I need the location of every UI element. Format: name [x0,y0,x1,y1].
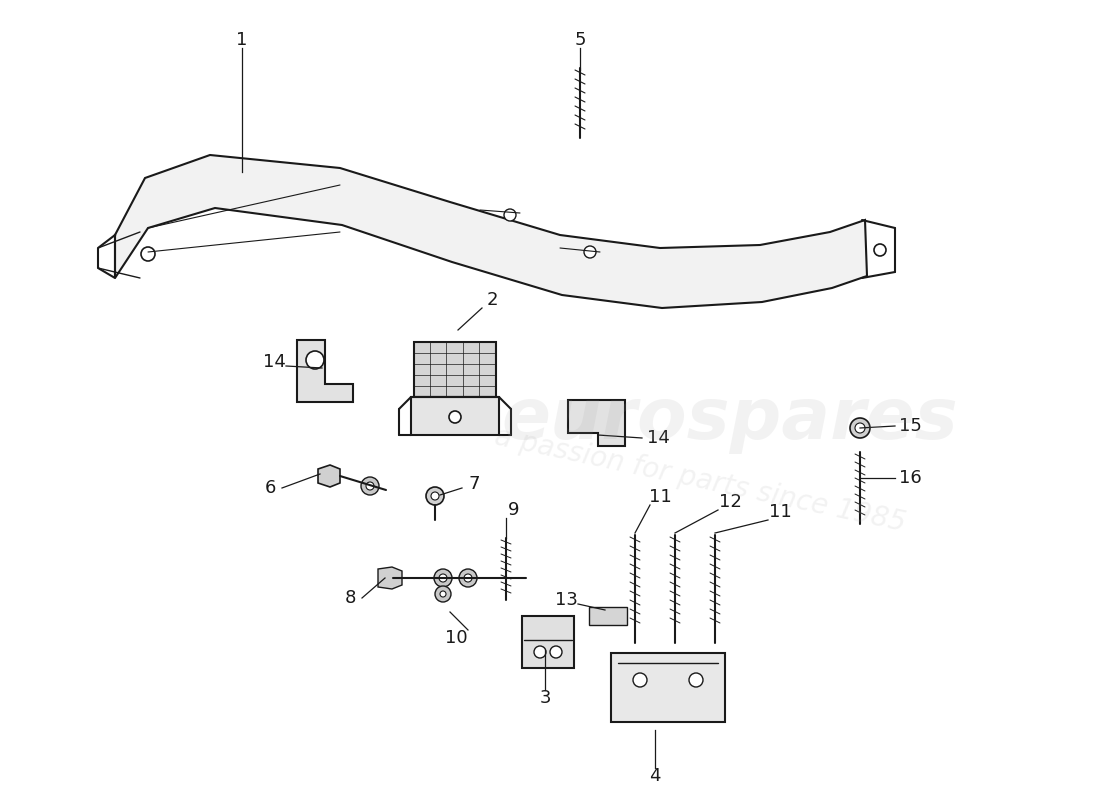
Circle shape [366,482,374,490]
Text: 3: 3 [539,689,551,707]
FancyBboxPatch shape [414,342,496,397]
Polygon shape [568,400,625,446]
Circle shape [459,569,477,587]
Circle shape [431,492,439,500]
Text: 1: 1 [236,31,248,49]
Text: 15: 15 [899,417,922,435]
Circle shape [434,569,452,587]
Circle shape [504,209,516,221]
FancyBboxPatch shape [610,653,725,722]
Text: 14: 14 [263,353,285,371]
Text: 10: 10 [444,629,468,647]
Text: a passion for parts since 1985: a passion for parts since 1985 [492,422,909,538]
Circle shape [855,423,865,433]
Text: 9: 9 [508,501,519,519]
Text: 13: 13 [554,591,578,609]
Circle shape [434,586,451,602]
Text: 4: 4 [649,767,661,785]
Polygon shape [116,155,867,308]
Circle shape [306,351,324,369]
FancyBboxPatch shape [588,607,627,625]
Circle shape [550,646,562,658]
FancyBboxPatch shape [411,397,499,435]
Circle shape [439,574,447,582]
Circle shape [426,487,444,505]
Text: 14: 14 [647,429,670,447]
Text: 8: 8 [344,589,355,607]
Polygon shape [378,567,402,589]
Polygon shape [318,465,340,487]
Text: 16: 16 [899,469,922,487]
Circle shape [874,244,886,256]
Circle shape [449,411,461,423]
Circle shape [584,246,596,258]
Text: 6: 6 [264,479,276,497]
Text: eurospares: eurospares [502,386,958,454]
Circle shape [464,574,472,582]
Text: 12: 12 [718,493,741,511]
Text: 7: 7 [469,475,480,493]
Circle shape [689,673,703,687]
Circle shape [534,646,546,658]
Text: 2: 2 [486,291,497,309]
Text: 5: 5 [574,31,585,49]
Polygon shape [297,340,353,402]
FancyBboxPatch shape [522,616,574,668]
Circle shape [850,418,870,438]
Circle shape [440,591,446,597]
Text: 11: 11 [769,503,791,521]
Circle shape [361,477,379,495]
Circle shape [632,673,647,687]
Circle shape [141,247,155,261]
Text: 11: 11 [649,488,671,506]
